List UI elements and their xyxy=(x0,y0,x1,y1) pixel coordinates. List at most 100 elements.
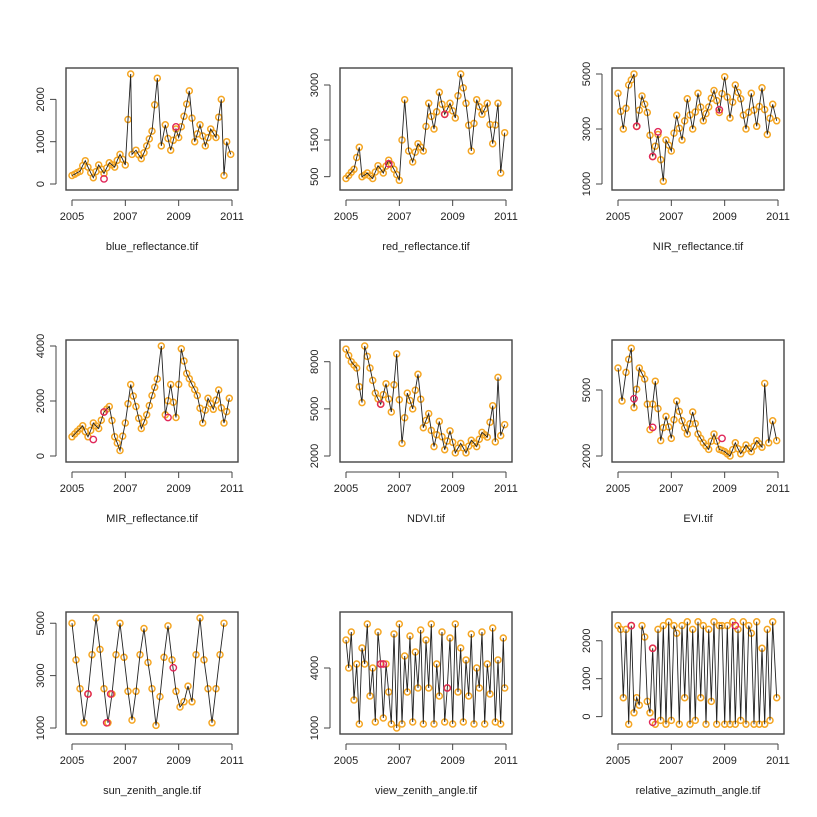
data-point xyxy=(696,103,705,111)
data-point xyxy=(430,442,438,451)
data-point xyxy=(108,416,116,425)
x-tick-label: 2011 xyxy=(766,755,790,767)
data-point xyxy=(212,396,220,404)
data-point xyxy=(678,417,686,425)
data-point xyxy=(430,125,438,133)
highlight-point xyxy=(632,122,641,131)
data-point xyxy=(222,407,231,416)
data-point xyxy=(148,391,156,400)
data-point xyxy=(448,107,457,115)
y-tick-label: 5000 xyxy=(35,611,47,635)
series-line xyxy=(71,73,232,179)
data-point xyxy=(702,109,710,118)
data-point xyxy=(475,435,484,443)
data-point xyxy=(352,153,361,162)
x-tick-label: 2005 xyxy=(334,211,358,223)
data-point xyxy=(166,146,175,154)
x-tick-label: 2011 xyxy=(220,211,244,223)
highlight-point xyxy=(102,718,111,727)
data-point xyxy=(384,395,393,403)
data-point xyxy=(137,424,146,433)
data-point xyxy=(710,430,718,438)
highlight-point xyxy=(630,394,638,403)
data-point xyxy=(116,446,124,455)
x-axis-title: view_zenith_angle.tif xyxy=(375,785,478,797)
y-tick-label: 2000 xyxy=(35,87,47,111)
data-point xyxy=(731,439,740,447)
data-point xyxy=(350,165,358,174)
highlight-point xyxy=(384,159,393,168)
data-point xyxy=(731,81,740,89)
highlight-point xyxy=(627,621,636,630)
x-tick-label: 2007 xyxy=(113,755,137,767)
data-point xyxy=(680,424,689,432)
data-point xyxy=(406,396,414,405)
x-tick-label: 2007 xyxy=(659,755,683,767)
panel-8: 2005 2007 2009 2011 1000 4000 view_zenith_angl… xyxy=(309,611,518,797)
highlight-point xyxy=(654,127,662,136)
highlight-point xyxy=(89,435,98,444)
data-point xyxy=(651,142,660,150)
plot-frame xyxy=(339,611,513,735)
data-point xyxy=(446,427,454,435)
y-tick-label: 2000 xyxy=(309,444,321,468)
panel-6: 2005 2007 2009 2011 2000 5000 EVI.tif xyxy=(581,339,790,525)
data-point xyxy=(97,416,106,424)
x-tick-label: 2009 xyxy=(712,211,736,223)
data-point xyxy=(145,401,154,410)
x-tick-label: 2011 xyxy=(220,483,244,495)
data-point xyxy=(728,98,737,106)
data-point xyxy=(472,442,481,451)
x-axis-title: MIR_reflectance.tif xyxy=(106,513,199,525)
y-tick-label: 4000 xyxy=(35,334,47,358)
plot-frame xyxy=(339,339,513,463)
data-point xyxy=(161,121,170,129)
highlight-point xyxy=(164,413,172,422)
panel-3: 2005 2007 2009 2011 1000 3000 5000 NIR_reflecta… xyxy=(581,62,790,253)
plot-frame xyxy=(611,611,785,735)
panel-7: 2005 2007 2009 2011 1000 3000 5000 sun_zenith_a… xyxy=(35,611,244,797)
y-tick-label: 3000 xyxy=(309,73,321,97)
y-tick-label: 3000 xyxy=(35,663,47,687)
data-point xyxy=(180,357,188,365)
highlight-point xyxy=(648,718,657,727)
data-point xyxy=(459,84,468,92)
data-point xyxy=(675,124,684,132)
series-line xyxy=(617,348,778,457)
panel-1: 2005 2007 2009 2011 0 1000 2000 blue_reflectanc… xyxy=(35,67,244,253)
data-point xyxy=(750,106,758,114)
data-point xyxy=(446,99,454,108)
x-tick-label: 2009 xyxy=(712,483,736,495)
y-tick-label: 2000 xyxy=(581,629,593,653)
highlight-point xyxy=(443,684,452,692)
data-point xyxy=(462,449,470,457)
panel-4: 2005 2007 2009 2011 0 2000 4000 MIR_reflectance… xyxy=(35,334,244,525)
x-tick-label: 2007 xyxy=(387,483,411,495)
data-point xyxy=(209,405,218,414)
data-point xyxy=(176,703,184,711)
data-point xyxy=(368,376,377,385)
data-point xyxy=(438,100,446,108)
highlight-point xyxy=(376,400,385,408)
data-point xyxy=(177,122,186,131)
y-tick-label: 4000 xyxy=(309,656,321,680)
x-tick-label: 2005 xyxy=(60,483,84,495)
y-tick-label: 1500 xyxy=(309,128,321,152)
highlight-point xyxy=(715,105,724,114)
x-tick-label: 2005 xyxy=(606,211,630,223)
data-point xyxy=(438,432,446,441)
highlight-point xyxy=(106,690,115,698)
data-point xyxy=(118,432,127,440)
data-point xyxy=(110,433,119,441)
data-point xyxy=(105,402,114,411)
data-point xyxy=(198,419,207,427)
series-line xyxy=(71,617,225,726)
data-point xyxy=(204,133,212,142)
data-point xyxy=(742,125,750,133)
x-tick-label: 2011 xyxy=(494,211,518,223)
panel-5: 2005 2007 2009 2011 2000 5000 8000 NDVI.tif xyxy=(309,339,518,525)
data-point xyxy=(366,364,374,372)
series-line xyxy=(345,623,506,729)
data-point xyxy=(379,169,388,177)
